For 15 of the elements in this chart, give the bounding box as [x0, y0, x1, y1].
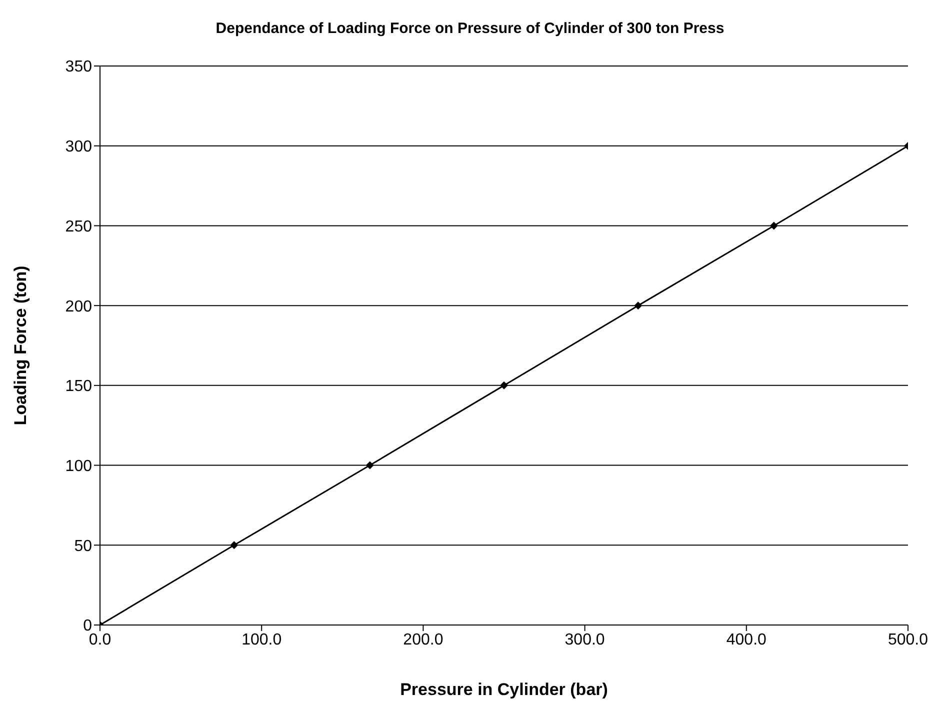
y-axis-title: Loading Force (ton): [11, 266, 30, 426]
x-tick-label: 400.0: [726, 631, 767, 648]
y-tick-label: 50: [74, 538, 92, 555]
x-tick-label: 500.0: [888, 631, 928, 648]
x-tick-label: 200.0: [403, 631, 444, 648]
chart-title: Dependance of Loading Force on Pressure of Cylinder of 300 ton Press: [214, 20, 726, 37]
x-tick-label: 100.0: [242, 631, 282, 648]
y-tick-label: 100: [65, 458, 92, 475]
y-tick-label: 200: [65, 298, 92, 316]
y-tick-label: 350: [65, 58, 92, 76]
y-tick-label: 250: [65, 218, 92, 236]
x-tick-label: 300.0: [564, 631, 605, 648]
y-tick-label: 150: [65, 378, 92, 396]
y-tick-label: 300: [65, 138, 92, 156]
x-axis-title: Pressure in Cylinder (bar): [400, 680, 608, 699]
